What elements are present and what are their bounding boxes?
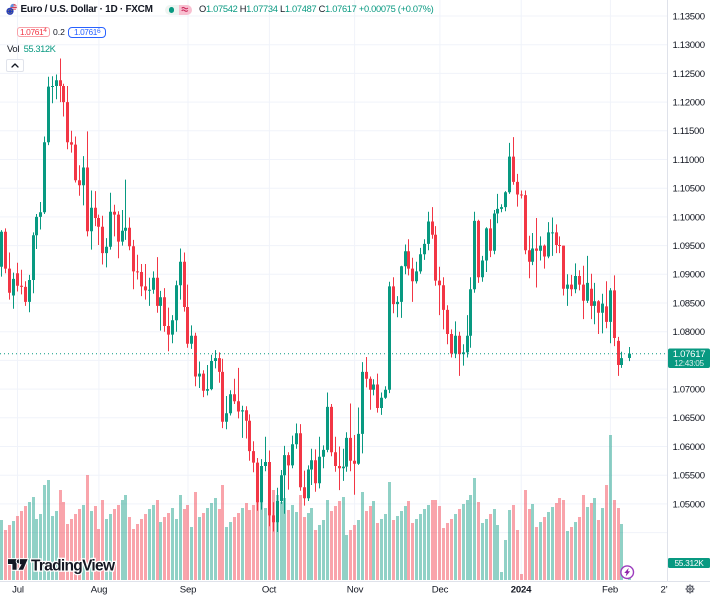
svg-text:1.09500: 1.09500: [673, 241, 705, 252]
svg-text:1.10500: 1.10500: [673, 184, 705, 195]
svg-text:55.312K: 55.312K: [674, 558, 704, 568]
svg-text:1.12500: 1.12500: [673, 69, 705, 80]
svg-text:1.08000: 1.08000: [673, 327, 705, 338]
svg-text:1.08500: 1.08500: [673, 298, 705, 309]
svg-text:1.11000: 1.11000: [673, 155, 705, 166]
svg-text:12:43:05: 12:43:05: [674, 359, 704, 368]
svg-text:Nov: Nov: [347, 585, 364, 596]
svg-text:1.05000: 1.05000: [673, 499, 705, 510]
svg-text:1.11500: 1.11500: [673, 126, 705, 137]
svg-text:1.05500: 1.05500: [673, 471, 705, 482]
svg-text:Oct: Oct: [262, 585, 277, 596]
svg-text:1.07617: 1.07617: [673, 349, 706, 360]
svg-text:1.06500: 1.06500: [673, 413, 705, 424]
svg-text:1.06000: 1.06000: [673, 442, 705, 453]
svg-text:1.10000: 1.10000: [673, 212, 705, 223]
svg-text:Aug: Aug: [91, 585, 107, 596]
svg-text:2’: 2’: [660, 585, 667, 596]
svg-text:TradingView: TradingView: [31, 558, 116, 575]
svg-text:2024: 2024: [511, 585, 532, 596]
svg-text:1.13000: 1.13000: [673, 40, 705, 51]
svg-text:1.13500: 1.13500: [673, 11, 705, 22]
svg-text:Sep: Sep: [180, 585, 196, 596]
svg-text:Dec: Dec: [432, 585, 449, 596]
svg-text:1.09000: 1.09000: [673, 270, 705, 281]
svg-text:1.12000: 1.12000: [673, 98, 705, 109]
svg-text:Jul: Jul: [12, 585, 24, 596]
svg-text:Feb: Feb: [602, 585, 618, 596]
svg-text:1.07000: 1.07000: [673, 385, 705, 396]
